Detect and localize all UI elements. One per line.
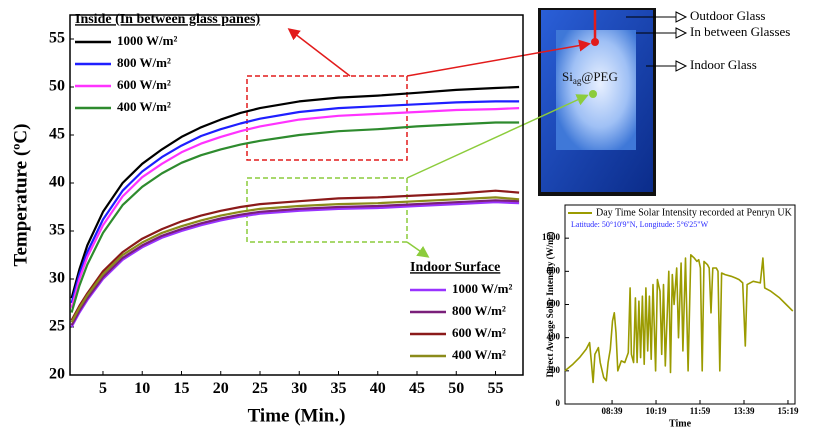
x-tick-label: 30 — [291, 380, 307, 397]
leader-head — [675, 11, 688, 72]
series-line — [70, 107, 520, 309]
x-tick-label: 40 — [370, 380, 386, 397]
callout-box — [246, 75, 408, 161]
legend-label: 600 W/m² — [117, 77, 171, 92]
x-tick-label: 45 — [409, 380, 425, 397]
probe-dot — [591, 38, 599, 46]
y-tick-label: 400 — [547, 332, 561, 342]
photo-label: In between Glasses — [690, 24, 790, 39]
y-axis-label: Direct Average Solar Intensity (W/m²) — [545, 232, 555, 378]
x-tick-label: 15:19 — [777, 406, 798, 416]
y-tick-label: 25 — [49, 318, 65, 335]
legend-label: 400 W/m² — [117, 99, 171, 114]
callout-arrow — [406, 39, 591, 77]
legend-label: Day Time Solar Intensity recorded at Pen… — [596, 207, 793, 218]
x-tick-label: 11:59 — [690, 406, 711, 416]
y-tick-label: 0 — [556, 398, 561, 408]
series-line — [70, 201, 520, 328]
legend-label: 1000 W/m² — [452, 281, 512, 296]
x-tick-label: 13:39 — [733, 406, 754, 416]
y-tick-label: 35 — [49, 222, 65, 239]
y-tick-label: 1000 — [542, 232, 561, 242]
y-tick-label: 50 — [49, 78, 65, 95]
series-line — [70, 199, 520, 326]
callout-arrow — [406, 94, 589, 179]
y-tick-label: 20 — [49, 366, 65, 383]
y-tick-label: 40 — [49, 174, 65, 191]
y-tick-label: 30 — [49, 270, 65, 287]
x-tick-label: 55 — [488, 380, 504, 397]
x-tick-label: 20 — [213, 380, 229, 397]
x-tick-label: 25 — [252, 380, 268, 397]
series-line — [564, 254, 794, 384]
glass-pane — [556, 30, 636, 150]
x-axis-label: Time — [669, 418, 692, 429]
y-tick-label: 800 — [547, 265, 561, 275]
y-tick-label: 55 — [49, 30, 65, 47]
x-tick-label: 10 — [134, 380, 150, 397]
sample-label: Siag@PEG — [562, 69, 618, 86]
series-line — [70, 100, 520, 304]
x-tick-label: 35 — [331, 380, 347, 397]
series-line — [70, 196, 520, 323]
y-tick-label: 45 — [49, 126, 65, 143]
legend-label: 800 W/m² — [117, 55, 171, 70]
photo: Siag@PEG Outdoor Glass In between Glasse… — [538, 8, 790, 196]
photo-label: Indoor Glass — [690, 57, 757, 72]
legend-title: Inside (In between glass panes) — [75, 12, 260, 27]
x-tick-label: 15 — [173, 380, 189, 397]
legend-label: 400 W/m² — [452, 347, 506, 362]
x-tick-label: 10:19 — [646, 406, 667, 416]
y-tick-label: 200 — [547, 365, 561, 375]
series-line — [70, 189, 520, 321]
probe-dot — [589, 90, 597, 98]
series-line — [70, 121, 520, 313]
legend-title: Indoor Surface — [410, 260, 500, 275]
y-tick-label: 600 — [547, 299, 561, 309]
plot-frame — [69, 14, 524, 376]
legend-label: 1000 W/m² — [117, 33, 177, 48]
callout-arrow — [406, 241, 430, 258]
x-tick-label: 08:39 — [602, 406, 623, 416]
photo-label: Outdoor Glass — [690, 8, 765, 23]
subtitle: Latitude: 50°10'9"N, Longitude: 5°6'25"W — [571, 220, 709, 229]
x-tick-label: 5 — [99, 380, 107, 397]
y-axis-label: Temperature (ºC) — [10, 124, 31, 267]
x-tick-label: 50 — [448, 380, 464, 397]
legend-label: 800 W/m² — [452, 303, 506, 318]
x-axis-label: Time (Min.) — [248, 405, 346, 426]
callout-arrow — [287, 28, 351, 77]
legend-label: 600 W/m² — [452, 325, 506, 340]
series-line — [70, 85, 520, 299]
